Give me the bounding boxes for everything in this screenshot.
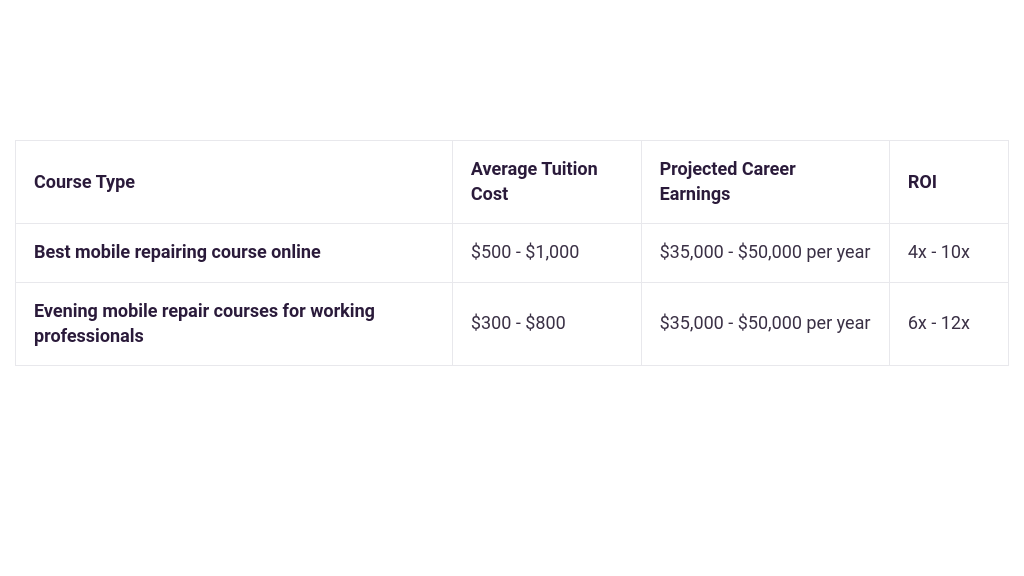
course-comparison-table: Course Type Average Tuition Cost Project… xyxy=(15,140,1009,366)
cell-roi: 4x - 10x xyxy=(889,224,1008,282)
cell-course-name: Evening mobile repair courses for workin… xyxy=(16,282,453,365)
table-header-row: Course Type Average Tuition Cost Project… xyxy=(16,141,1009,224)
cell-roi: 6x - 12x xyxy=(889,282,1008,365)
table-row: Evening mobile repair courses for workin… xyxy=(16,282,1009,365)
header-tuition: Average Tuition Cost xyxy=(452,141,641,224)
header-earnings: Projected Career Earnings xyxy=(641,141,889,224)
cell-course-name: Best mobile repairing course online xyxy=(16,224,453,282)
table-row: Best mobile repairing course online $500… xyxy=(16,224,1009,282)
cell-earnings: $35,000 - $50,000 per year xyxy=(641,282,889,365)
header-roi: ROI xyxy=(889,141,1008,224)
cell-earnings: $35,000 - $50,000 per year xyxy=(641,224,889,282)
cell-tuition: $300 - $800 xyxy=(452,282,641,365)
cell-tuition: $500 - $1,000 xyxy=(452,224,641,282)
header-course-type: Course Type xyxy=(16,141,453,224)
